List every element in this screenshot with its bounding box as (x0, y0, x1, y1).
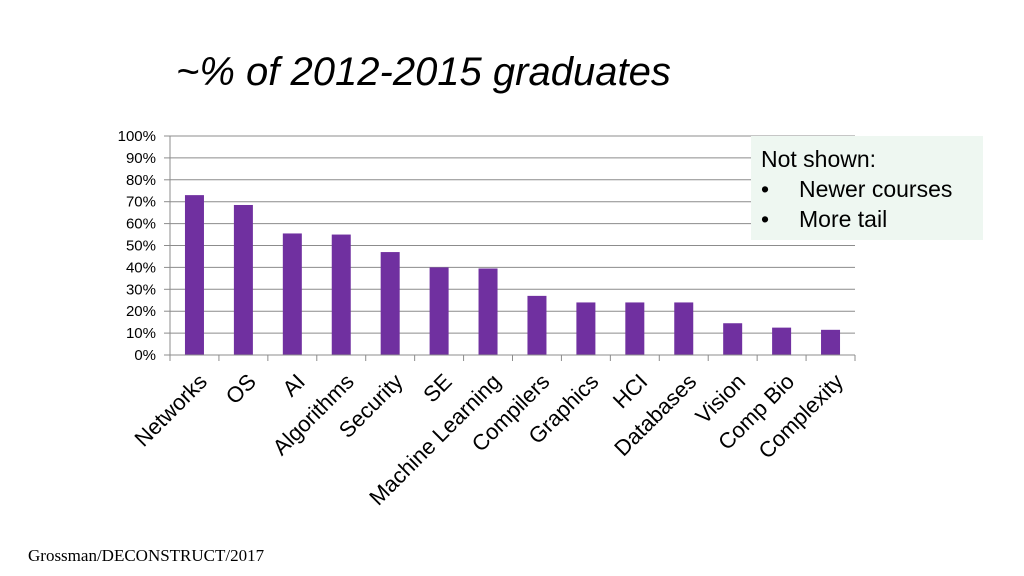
bar-se (429, 267, 449, 355)
callout-item-label: More tail (799, 206, 888, 232)
y-tick-label: 40% (126, 259, 156, 276)
bullet-icon: • (761, 206, 770, 232)
callout-list: • Newer courses • More tail (761, 174, 973, 234)
x-tick-label: AI (277, 369, 309, 401)
not-shown-callout: Not shown: • Newer courses • More tail (751, 136, 983, 240)
callout-item: • More tail (761, 204, 973, 234)
x-tick-label: Networks (129, 369, 212, 452)
y-tick-label: 90% (126, 150, 156, 167)
bar-machine-learning (478, 268, 498, 355)
callout-item: • Newer courses (761, 174, 973, 204)
bar-security (380, 252, 400, 355)
callout-heading: Not shown: (761, 146, 877, 172)
y-tick-label: 80% (126, 172, 156, 189)
bar-algorithms (331, 234, 351, 355)
bar-comp-bio (772, 327, 792, 355)
y-tick-label: 30% (126, 281, 156, 298)
slide-title: ~% of 2012-2015 graduates (176, 50, 671, 94)
y-axis-tick-labels: 0% 10% 20% 30% 40% 50% 60% 70% 80% 90% 100% (118, 128, 156, 364)
bar-ai (282, 233, 302, 355)
axes (169, 136, 856, 361)
bar-databases (674, 302, 694, 355)
bar-vision (723, 323, 743, 355)
bar-networks (184, 195, 204, 355)
x-tick-label: OS (221, 369, 261, 409)
x-tick-label: SE (418, 369, 456, 407)
footer-credit: Grossman/DECONSTRUCT/2017 (28, 546, 265, 565)
bar-graphics (576, 302, 596, 355)
bars (184, 195, 841, 355)
bar-os (233, 204, 253, 355)
bar-hci (625, 302, 645, 355)
y-tick-label: 50% (126, 238, 156, 255)
y-tick-label: 0% (134, 347, 156, 364)
bar-complexity (821, 329, 841, 355)
bullet-icon: • (761, 176, 770, 202)
y-tick-label: 100% (118, 128, 156, 145)
y-tick-label: 70% (126, 194, 156, 211)
y-tick-label: 20% (126, 303, 156, 320)
y-tick-label: 60% (126, 216, 156, 233)
callout-item-label: Newer courses (799, 176, 953, 202)
y-tick-label: 10% (126, 325, 156, 342)
bar-compilers (527, 295, 547, 355)
